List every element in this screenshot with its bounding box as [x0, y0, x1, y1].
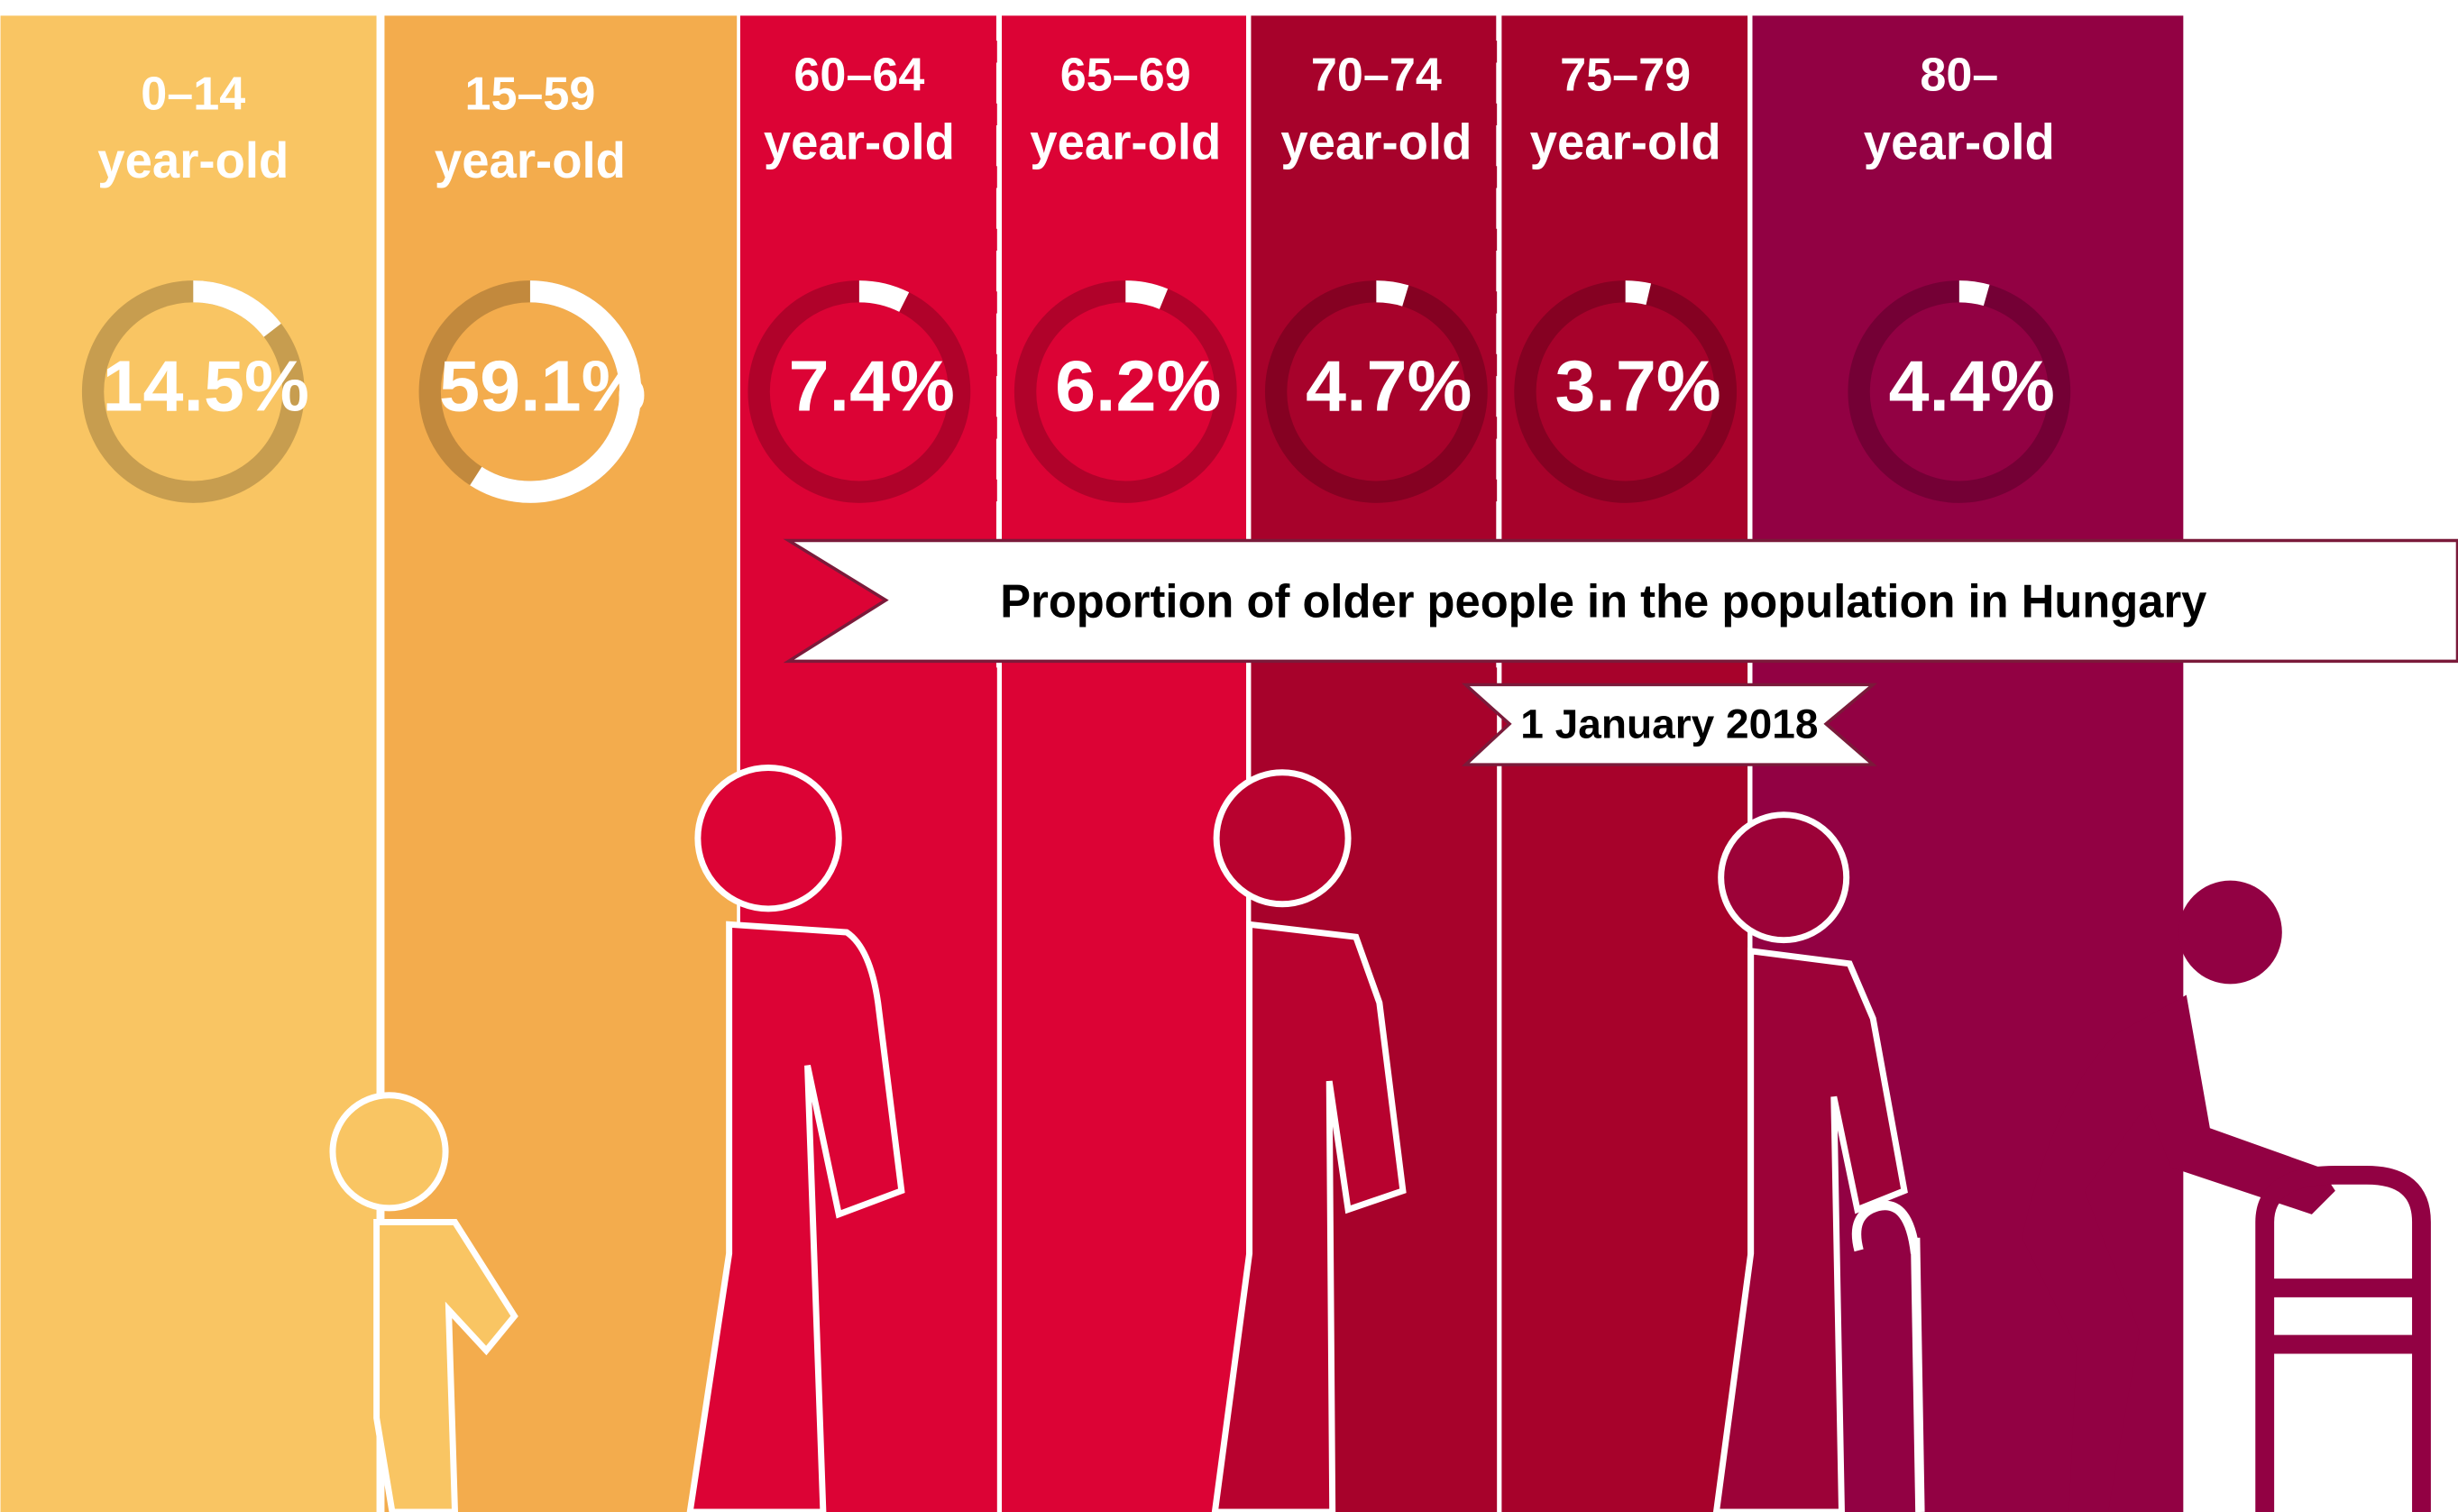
value-label: 6.2% [1055, 346, 1221, 426]
donut-arc [1376, 291, 1405, 296]
category-label: 65–69 [1060, 50, 1191, 102]
column-band [1, 15, 377, 1512]
donut-arc [1626, 291, 1649, 294]
category-label: 80– [1920, 50, 1998, 102]
category-unit: year-old [1530, 114, 1721, 170]
page: 0–14 year-old 14.5% 15–59 year-old 59.1% 60–64… [0, 0, 2458, 1512]
category-unit: year-old [1030, 114, 1221, 170]
infographic: 0–14 year-old 14.5% 15–59 year-old 59.1% 60–64… [0, 0, 2458, 1512]
value-label: 4.7% [1306, 346, 1472, 426]
donut-arc [1959, 291, 1986, 295]
category-label: 70–74 [1311, 50, 1442, 102]
category-label: 75–79 [1560, 50, 1691, 102]
adult-head [1216, 773, 1348, 904]
value-label: 7.4% [789, 346, 955, 426]
category-unit: year-old [435, 133, 626, 188]
elder-head [1721, 815, 1847, 940]
value-label: 3.7% [1555, 346, 1720, 426]
column-band [1002, 15, 1246, 1512]
category-unit: year-old [1280, 114, 1472, 170]
category-unit: year-old [1864, 114, 2055, 170]
category-unit: year-old [764, 114, 955, 170]
category-label: 0–14 [141, 69, 245, 121]
cane [1915, 1238, 1920, 1512]
value-label: 4.4% [1889, 346, 2055, 426]
title: Proportion of older people in the popula… [1000, 576, 2206, 628]
adult-head [698, 768, 839, 909]
walker [2265, 1175, 2422, 1512]
child-head [333, 1095, 445, 1208]
value-label: 14.5% [103, 346, 309, 426]
category-label: 60–64 [793, 50, 924, 102]
category-unit: year-old [97, 133, 289, 188]
value-label: 59.1% [439, 346, 646, 426]
subtitle: 1 January 2018 [1520, 701, 1818, 747]
donut-arc [859, 291, 904, 302]
donut-arc [1125, 291, 1163, 298]
category-label: 15–59 [464, 69, 595, 121]
walker-head [2178, 881, 2282, 985]
